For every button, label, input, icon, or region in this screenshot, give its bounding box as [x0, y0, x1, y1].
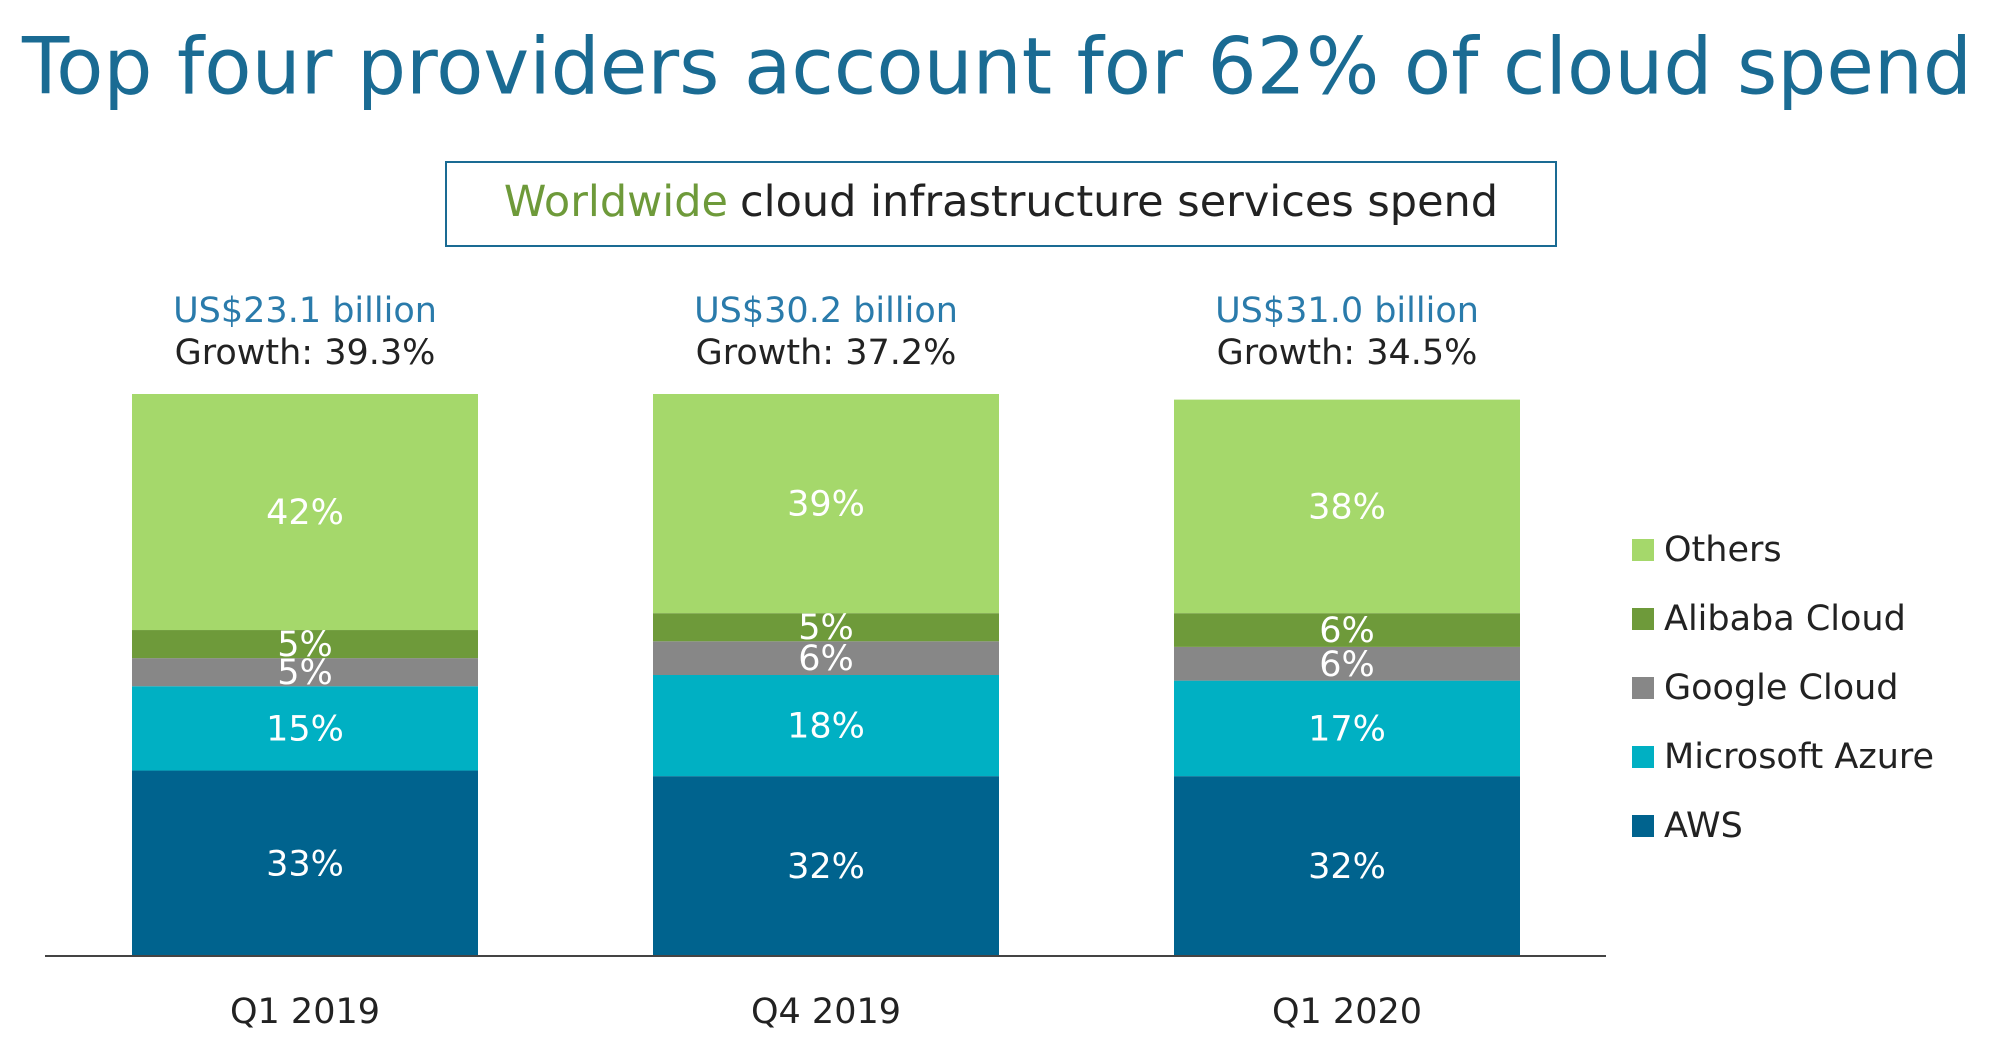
bar-segment — [132, 630, 478, 659]
bar-segment — [653, 641, 999, 675]
bar-segment — [1174, 646, 1520, 681]
chart-title: Top four providers account for 62% of cl… — [21, 22, 1972, 112]
bar-segment — [653, 776, 999, 956]
value-label: 32% — [1308, 847, 1386, 887]
bar-segment — [653, 675, 999, 777]
bar-segment — [132, 394, 478, 631]
subtitle-highlight: Worldwide — [504, 177, 728, 227]
bar-segment — [1174, 399, 1520, 614]
value-label: 38% — [1308, 487, 1386, 527]
legend-label: Alibaba Cloud — [1664, 599, 1906, 639]
chart-subtitle: Worldwide cloud infrastructure services s… — [504, 177, 1498, 227]
total-label: US$31.0 billion — [1215, 291, 1479, 331]
legend-label: AWS — [1664, 806, 1743, 846]
growth-label: Growth: 37.2% — [696, 333, 957, 373]
total-label: US$23.1 billion — [173, 291, 437, 331]
value-label: 39% — [787, 485, 865, 525]
x-tick-label: Q1 2020 — [1272, 992, 1422, 1032]
value-label: 6% — [1319, 611, 1375, 651]
legend-swatch — [1632, 608, 1654, 630]
legend-swatch — [1632, 746, 1654, 768]
value-label: 15% — [266, 709, 344, 749]
value-label: 5% — [277, 625, 333, 665]
value-label: 5% — [798, 608, 854, 648]
value-label: 18% — [787, 707, 865, 747]
growth-label: Growth: 39.3% — [175, 333, 436, 373]
legend-swatch — [1632, 677, 1654, 699]
bar-segment — [1174, 776, 1520, 956]
x-tick-label: Q4 2019 — [751, 992, 901, 1032]
value-label: 6% — [1319, 645, 1375, 685]
bar-segment — [132, 770, 478, 956]
legend-label: Microsoft Azure — [1664, 737, 1934, 777]
subtitle-box — [445, 161, 1557, 247]
legend-swatch — [1632, 539, 1654, 561]
growth-label: Growth: 34.5% — [1217, 333, 1478, 373]
value-label: 32% — [787, 847, 865, 887]
legend-swatch — [1632, 815, 1654, 837]
bar-segment — [132, 658, 478, 687]
value-label: 33% — [266, 844, 344, 884]
legend-label: Others — [1664, 530, 1782, 570]
value-label: 5% — [277, 653, 333, 693]
legend-label: Google Cloud — [1664, 668, 1899, 708]
value-label: 6% — [798, 639, 854, 679]
bar-segment — [1174, 613, 1520, 647]
value-label: 42% — [266, 493, 344, 533]
total-label: US$30.2 billion — [694, 291, 958, 331]
bar-segment — [132, 686, 478, 771]
x-tick-label: Q1 2019 — [230, 992, 380, 1032]
bar-segment — [1174, 680, 1520, 777]
bar-segment — [653, 613, 999, 642]
bar-segment — [653, 394, 999, 614]
subtitle-rest: cloud infrastructure services spend — [740, 177, 1498, 227]
value-label: 17% — [1308, 709, 1386, 749]
